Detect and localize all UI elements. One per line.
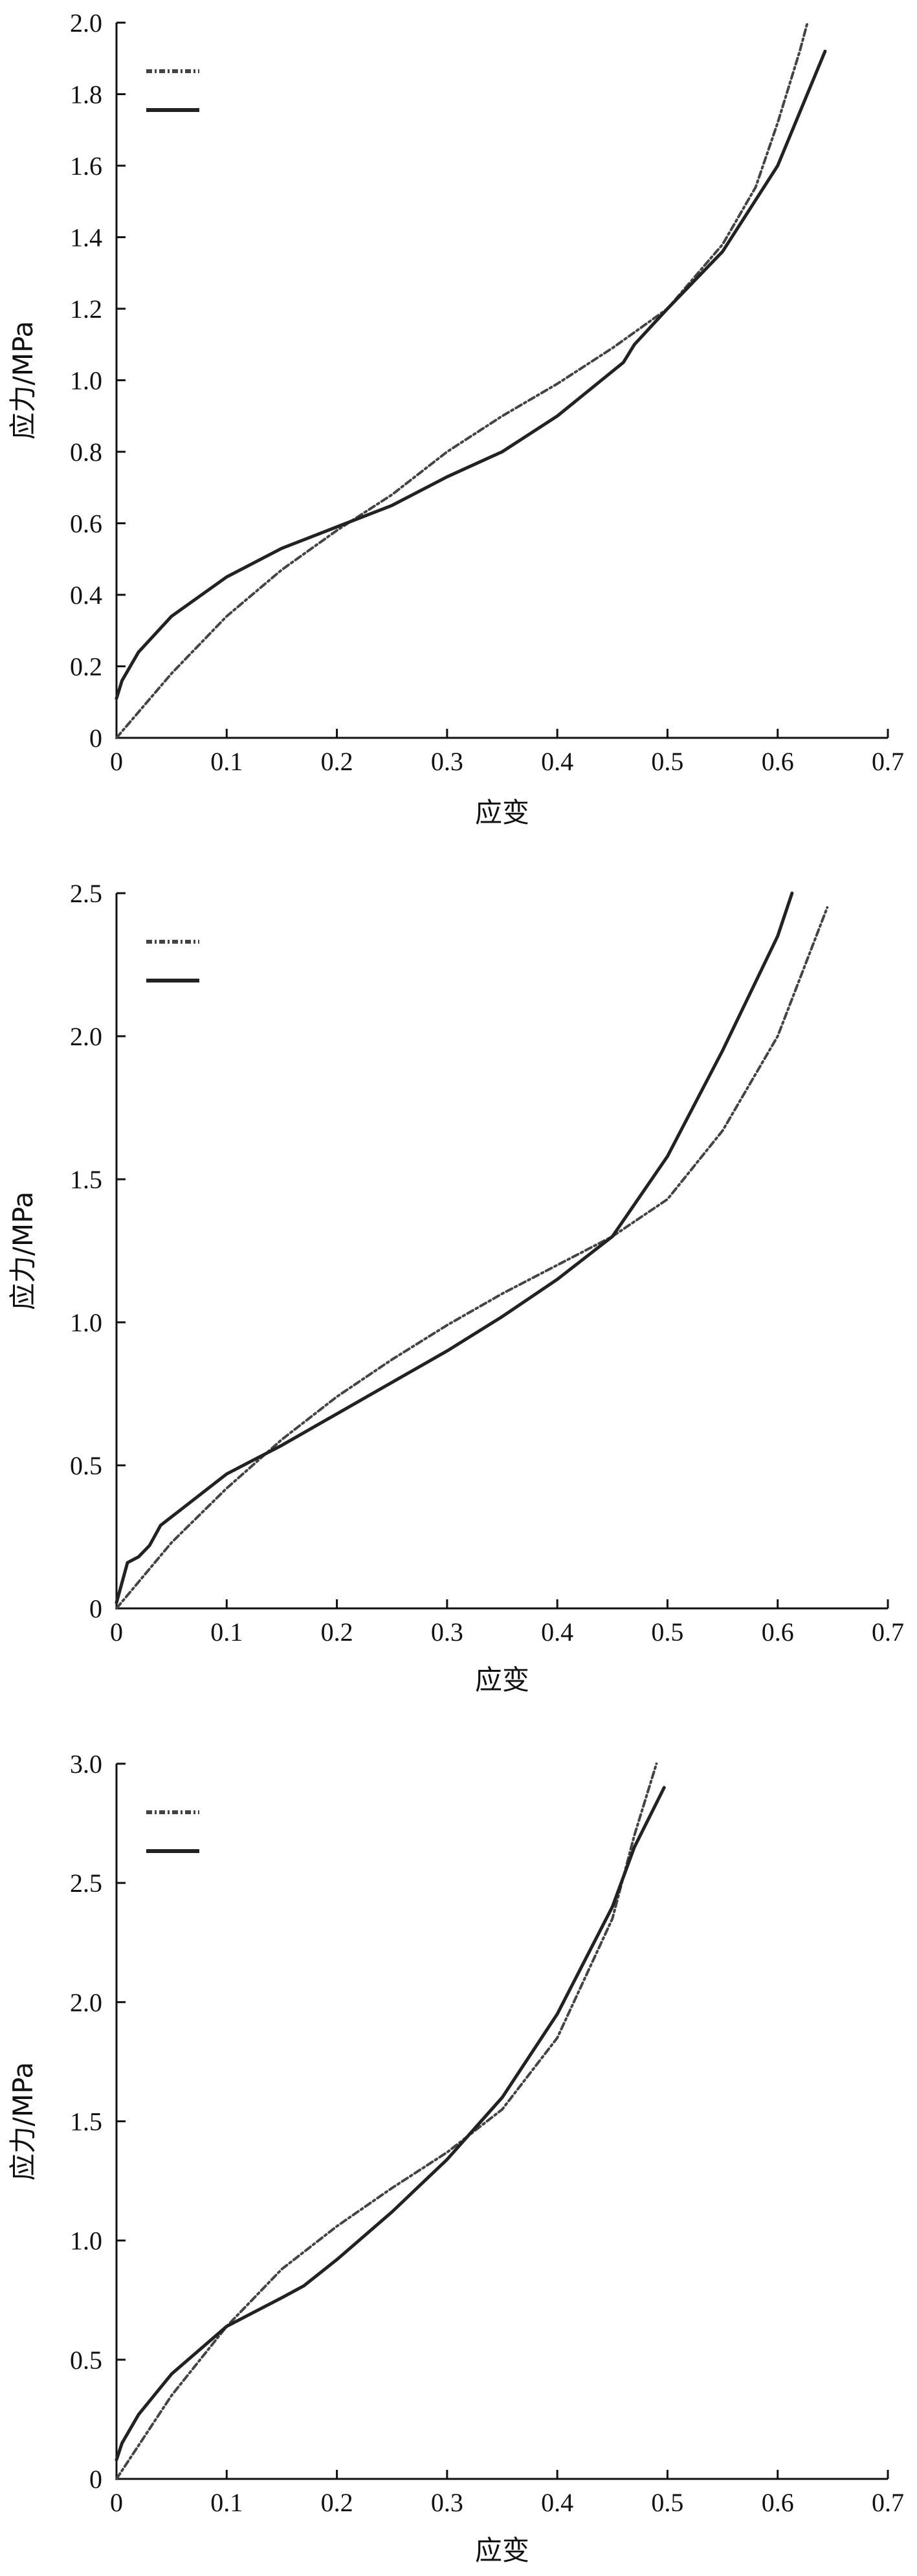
x-tick-label: 0.7 <box>872 2488 904 2517</box>
x-tick-label: 0.7 <box>872 747 904 776</box>
y-tick-label: 1.0 <box>70 366 102 395</box>
y-tick-label: 0 <box>89 724 102 753</box>
y-tick-label: 0.4 <box>70 581 102 610</box>
y-tick-label: 1.5 <box>70 1165 102 1194</box>
x-tick-label: 0.3 <box>431 2488 463 2517</box>
chart-panel-1: 0 0.1 0.2 0.3 0.4 0.5 0.6 0.7 0 0.2 0.4 0.6 0.8 1.0 1.… <box>7 8 904 828</box>
x-tick-label: 0 <box>110 747 123 776</box>
chart-panel-2: 0 0.1 0.2 0.3 0.4 0.5 0.6 0.7 0 0.5 1.0 1.5 2.0 2.5 应变… <box>7 879 904 1696</box>
series-line-solid <box>115 891 794 1604</box>
x-tick-label: 0.1 <box>210 747 243 776</box>
x-tick-label: 0.6 <box>762 747 794 776</box>
x-tick-label: 0.4 <box>541 747 573 776</box>
y-tick-label: 1.4 <box>70 223 102 252</box>
x-tick-label: 0.3 <box>431 1617 463 1647</box>
series-line-dashed <box>115 906 829 1610</box>
y-tick-label: 0 <box>89 1594 102 1623</box>
y-tick-label: 1.2 <box>70 294 102 324</box>
x-tick-label: 0.5 <box>651 1617 683 1647</box>
y-tick-label: 2.0 <box>70 8 102 38</box>
series-line-dashed <box>115 1762 658 2480</box>
y-tick-label: 0.8 <box>70 438 102 467</box>
x-tick-label: 0 <box>110 1617 123 1647</box>
y-tick-label: 1.5 <box>70 2107 102 2137</box>
x-tick-label: 0.2 <box>321 747 353 776</box>
y-tick-label: 2.5 <box>70 879 102 908</box>
x-tick-label: 0.6 <box>762 1617 794 1647</box>
x-tick-label: 0.4 <box>541 1617 573 1647</box>
chart-panel-3: 0 0.1 0.2 0.3 0.4 0.5 0.6 0.7 0 0.5 1.0 1.5 2.0 2.5 3.… <box>7 1749 904 2566</box>
y-tick-label: 2.0 <box>70 1022 102 1051</box>
y-tick-label: 2.0 <box>70 1988 102 2017</box>
y-tick-label: 0 <box>89 2465 102 2494</box>
x-axis-title: 应变 <box>475 1664 529 1696</box>
x-tick-label: 0.2 <box>321 1617 353 1647</box>
x-tick-label: 0.5 <box>651 747 683 776</box>
y-axis-title: 应力/MPa <box>7 2062 39 2181</box>
y-tick-label: 3.0 <box>70 1749 102 1779</box>
series-line-solid <box>115 49 827 700</box>
y-tick-label: 0.5 <box>70 1451 102 1480</box>
x-axis-title: 应变 <box>475 2535 529 2566</box>
series-line-solid <box>115 1786 666 2461</box>
y-axis-title: 应力/MPa <box>7 1192 39 1311</box>
y-tick-label: 0.5 <box>70 2346 102 2375</box>
y-tick-label: 1.0 <box>70 1308 102 1337</box>
x-tick-label: 0.1 <box>210 2488 243 2517</box>
y-tick-label: 0.6 <box>70 509 102 539</box>
series-line-dashed <box>115 21 809 739</box>
y-tick-label: 1.6 <box>70 151 102 181</box>
x-tick-label: 0.1 <box>210 1617 243 1647</box>
x-axis-title: 应变 <box>475 797 529 828</box>
y-axis-title: 应力/MPa <box>7 321 39 440</box>
x-tick-label: 0.4 <box>541 2488 573 2517</box>
y-tick-label: 2.5 <box>70 1869 102 1898</box>
x-tick-label: 0 <box>110 2488 123 2517</box>
y-tick-label: 1.8 <box>70 80 102 109</box>
x-tick-label: 0.7 <box>872 1617 904 1647</box>
x-tick-label: 0.2 <box>321 2488 353 2517</box>
y-tick-label: 1.0 <box>70 2226 102 2256</box>
x-tick-label: 0.5 <box>651 2488 683 2517</box>
y-tick-label: 0.2 <box>70 652 102 682</box>
x-tick-label: 0.6 <box>762 2488 794 2517</box>
x-tick-label: 0.3 <box>431 747 463 776</box>
